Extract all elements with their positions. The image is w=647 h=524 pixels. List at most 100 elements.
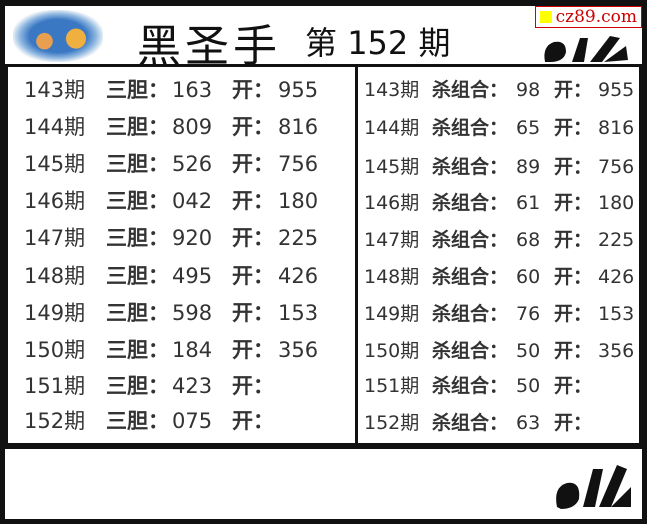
- value: 68: [516, 229, 541, 251]
- label-a: 杀组合：: [432, 229, 509, 251]
- label-b: 开：: [232, 78, 274, 102]
- value: 042: [172, 189, 213, 213]
- list-item: 149期 杀组合： 76 开： 153: [358, 299, 639, 329]
- label-b: 开：: [554, 303, 593, 325]
- label-b: 开：: [232, 264, 274, 288]
- ok-hand-icon: [544, 36, 628, 62]
- value: 89: [516, 156, 541, 178]
- list-item: 152期 杀组合： 63 开：: [358, 408, 639, 438]
- list-item: 151期 三胆： 423 开：: [8, 371, 355, 401]
- period: 150期: [24, 338, 86, 362]
- list-item: 147期 杀组合： 68 开： 225: [358, 225, 639, 255]
- list-item: 147期 三胆： 920 开： 225: [8, 223, 355, 253]
- period: 150期: [364, 340, 420, 362]
- period: 151期: [24, 374, 86, 398]
- issue-suffix: 期: [418, 24, 451, 62]
- value: 61: [516, 192, 541, 214]
- left-panel: 143期 三胆： 163 开： 955 144期 三胆： 809 开： 816 145期 三胆： 526…: [5, 64, 358, 446]
- issue-prefix: 第: [305, 24, 338, 62]
- period: 143期: [24, 78, 86, 102]
- label-b: 开：: [554, 156, 593, 178]
- label-b: 开：: [554, 375, 593, 397]
- value: 50: [516, 375, 541, 397]
- value: 65: [516, 117, 541, 139]
- label-b: 开：: [554, 266, 593, 288]
- period: 148期: [24, 264, 86, 288]
- label-b: 开：: [554, 79, 593, 101]
- list-item: 143期 三胆： 163 开： 955: [8, 75, 355, 105]
- issue-label: 第 152 期: [305, 18, 450, 64]
- list-item: 144期 三胆： 809 开： 816: [8, 112, 355, 142]
- value: 50: [516, 340, 541, 362]
- label-a: 三胆：: [106, 338, 169, 362]
- period: 145期: [24, 152, 86, 176]
- label-a: 三胆：: [106, 374, 169, 398]
- label-a: 三胆：: [106, 115, 169, 139]
- label-a: 杀组合：: [432, 340, 509, 362]
- value: 598: [172, 301, 213, 325]
- value: 63: [516, 412, 541, 434]
- result: 955: [278, 78, 319, 102]
- period: 149期: [364, 303, 420, 325]
- label-b: 开：: [554, 412, 593, 434]
- value: 526: [172, 152, 213, 176]
- value: 075: [172, 409, 213, 433]
- label-b: 开：: [232, 189, 274, 213]
- label-a: 杀组合：: [432, 266, 509, 288]
- list-item: 145期 杀组合： 89 开： 756: [358, 152, 639, 182]
- label-a: 三胆：: [106, 78, 169, 102]
- list-item: 151期 杀组合： 50 开：: [358, 371, 639, 401]
- period: 152期: [24, 409, 86, 433]
- label-a: 三胆：: [106, 152, 169, 176]
- label-b: 开：: [232, 115, 274, 139]
- value: 423: [172, 374, 213, 398]
- label-b: 开：: [232, 152, 274, 176]
- label-b: 开：: [232, 301, 274, 325]
- watermark-badge: cz89.com: [534, 6, 642, 28]
- page-title: 黑圣手: [137, 21, 281, 72]
- result: 426: [278, 264, 319, 288]
- label-b: 开：: [554, 340, 593, 362]
- label-a: 杀组合：: [432, 375, 509, 397]
- result: 356: [278, 338, 319, 362]
- result: 756: [278, 152, 319, 176]
- label-a: 杀组合：: [432, 156, 509, 178]
- square-icon: [539, 11, 552, 23]
- value: 98: [516, 79, 541, 101]
- result: 153: [278, 301, 319, 325]
- logo-illustration: [13, 10, 103, 62]
- watermark-text: cz89.com: [555, 7, 637, 27]
- label-b: 开：: [232, 226, 274, 250]
- list-item: 146期 三胆： 042 开： 180: [8, 186, 355, 216]
- list-item: 148期 杀组合： 60 开： 426: [358, 262, 639, 292]
- label-a: 三胆：: [106, 301, 169, 325]
- label-b: 开：: [554, 117, 593, 139]
- value: 60: [516, 266, 541, 288]
- value: 920: [172, 226, 213, 250]
- value: 495: [172, 264, 213, 288]
- period: 152期: [364, 412, 420, 434]
- list-item: 150期 三胆： 184 开： 356: [8, 335, 355, 365]
- result: 816: [278, 115, 319, 139]
- list-item: 145期 三胆： 526 开： 756: [8, 149, 355, 179]
- result: 756: [598, 156, 635, 178]
- header: 黑圣手 第 152 期 cz89.com: [5, 6, 642, 72]
- result: 356: [598, 340, 635, 362]
- list-item: 152期 三胆： 075 开：: [8, 406, 355, 436]
- result: 153: [598, 303, 635, 325]
- issue-number: 152: [347, 24, 409, 62]
- label-a: 三胆：: [106, 264, 169, 288]
- right-panel: 143期 杀组合： 98 开： 955 144期 杀组合： 65 开： 816 145期 杀组合： 89…: [356, 64, 642, 446]
- label-a: 杀组合：: [432, 79, 509, 101]
- period: 146期: [24, 189, 86, 213]
- list-item: 143期 杀组合： 98 开： 955: [358, 75, 639, 105]
- period: 149期: [24, 301, 86, 325]
- period: 151期: [364, 375, 420, 397]
- label-b: 开：: [554, 192, 593, 214]
- label-b: 开：: [232, 374, 274, 398]
- result: 426: [598, 266, 635, 288]
- list-item: 150期 杀组合： 50 开： 356: [358, 336, 639, 366]
- label-a: 杀组合：: [432, 303, 509, 325]
- period: 146期: [364, 192, 420, 214]
- period: 145期: [364, 156, 420, 178]
